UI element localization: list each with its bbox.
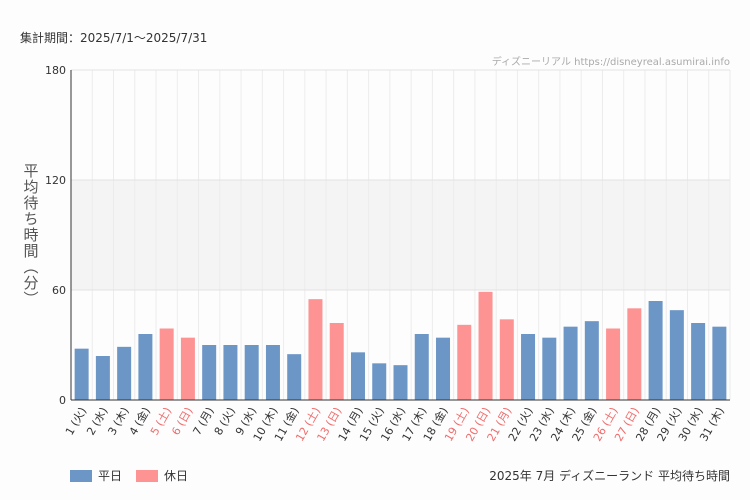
bar-day-27 bbox=[627, 308, 642, 400]
bar-day-14 bbox=[350, 352, 365, 400]
y-axis-label-wrap: 平均待ち時間（分） bbox=[20, 70, 42, 400]
bar-day-5 bbox=[159, 328, 174, 400]
bar-day-26 bbox=[606, 328, 621, 400]
bar-day-3 bbox=[117, 346, 132, 400]
bar-day-13 bbox=[329, 323, 344, 400]
bar-day-9 bbox=[244, 345, 259, 400]
bar-day-7 bbox=[202, 345, 217, 400]
bar-day-24 bbox=[563, 326, 578, 400]
bar-day-15 bbox=[372, 363, 387, 400]
bar-day-30 bbox=[691, 323, 706, 400]
legend-swatch-holiday bbox=[136, 469, 159, 482]
bar-day-28 bbox=[648, 301, 663, 400]
bar-day-1 bbox=[74, 348, 89, 400]
bar-day-12 bbox=[308, 299, 323, 400]
legend-label-weekday: 平日 bbox=[98, 469, 123, 483]
bar-day-22 bbox=[521, 334, 536, 400]
y-tick-label: 0 bbox=[59, 394, 66, 407]
legend-swatch-weekday bbox=[70, 469, 92, 482]
bar-day-23 bbox=[542, 337, 557, 400]
y-tick-label: 180 bbox=[45, 64, 66, 77]
bar-day-11 bbox=[287, 354, 302, 400]
bar-day-25 bbox=[584, 321, 599, 400]
bar-day-20 bbox=[478, 291, 493, 400]
bar-day-18 bbox=[436, 337, 451, 400]
legend-item-weekday: 平日 bbox=[70, 467, 122, 484]
bar-day-6 bbox=[180, 337, 195, 400]
bar-day-2 bbox=[95, 356, 110, 400]
site-credit: ディズニーリアル https://disneyreal.asumirai.inf… bbox=[491, 57, 730, 68]
y-axis-label: 平均待ち時間（分） bbox=[21, 163, 40, 307]
bar-day-4 bbox=[138, 334, 153, 400]
bar-day-31 bbox=[712, 326, 727, 400]
bar-day-16 bbox=[393, 365, 408, 400]
bar-day-8 bbox=[223, 345, 238, 400]
legend-label-holiday: 休日 bbox=[164, 469, 189, 483]
period-label: 集計期間：2025/7/1〜2025/7/31 bbox=[20, 31, 208, 45]
legend: 平日 休日 bbox=[70, 467, 202, 484]
bar-day-21 bbox=[499, 319, 514, 400]
bar-day-10 bbox=[265, 345, 280, 400]
y-tick-label: 120 bbox=[45, 174, 66, 187]
bar-day-19 bbox=[457, 324, 472, 400]
shaded-band bbox=[71, 180, 730, 290]
legend-item-holiday: 休日 bbox=[136, 467, 188, 484]
bar-day-17 bbox=[414, 334, 429, 400]
bar-day-29 bbox=[669, 310, 684, 400]
y-tick-label: 60 bbox=[52, 284, 66, 297]
chart-caption: 2025年 7月 ディズニーランド 平均待ち時間 bbox=[489, 469, 730, 483]
